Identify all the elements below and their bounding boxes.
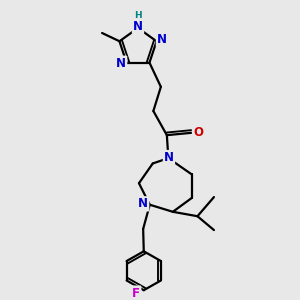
Text: H: H [134,11,142,20]
Text: N: N [116,57,126,70]
Text: N: N [133,20,143,33]
Text: O: O [193,126,203,139]
Text: N: N [164,151,174,164]
Text: N: N [138,197,148,210]
Text: N: N [157,33,167,46]
Text: F: F [132,287,140,300]
